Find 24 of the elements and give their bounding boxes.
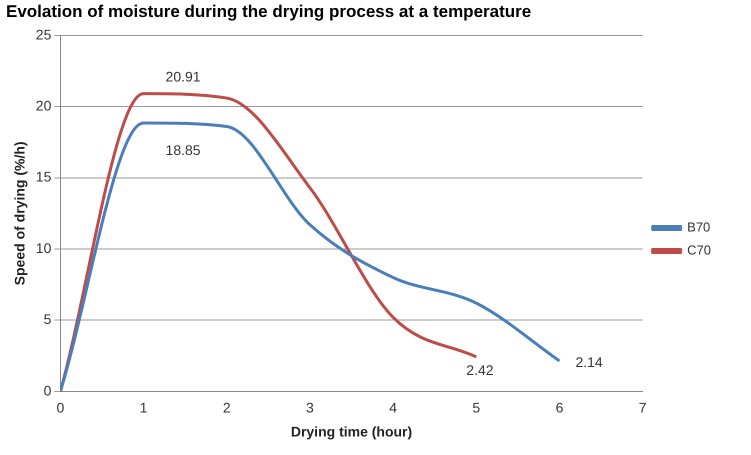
y-tick-label: 0 [44, 382, 52, 398]
data-label: 18.85 [166, 142, 201, 158]
data-label: 2.42 [466, 362, 494, 378]
y-axis-title: Speed of drying (%/h) [11, 141, 28, 286]
x-tick-label: 2 [222, 400, 231, 416]
x-tick-label: 0 [56, 400, 64, 416]
y-tick-label: 10 [36, 240, 52, 256]
legend-label: C70 [687, 242, 712, 258]
x-tick-label: 5 [472, 400, 480, 416]
x-axis-title: Drying time (hour) [290, 423, 412, 440]
y-tick-label: 5 [44, 311, 52, 328]
chart-title: Evolation of moisture during the drying process at a temperature [5, 1, 532, 23]
x-tick-label: 7 [638, 400, 647, 416]
y-tick-label: 15 [36, 168, 52, 185]
x-tick-label: 1 [140, 400, 148, 416]
data-label: 2.14 [575, 354, 603, 370]
line-series [60, 121, 561, 392]
y-tick-label: 20 [36, 97, 52, 114]
legend-label: B70 [687, 220, 710, 235]
data-label: 20.91 [166, 68, 201, 84]
x-tick-label: 6 [556, 400, 564, 416]
y-tick-label: 25 [36, 26, 52, 42]
x-tick-label: 4 [389, 400, 398, 416]
x-tick-label: 3 [306, 400, 314, 416]
